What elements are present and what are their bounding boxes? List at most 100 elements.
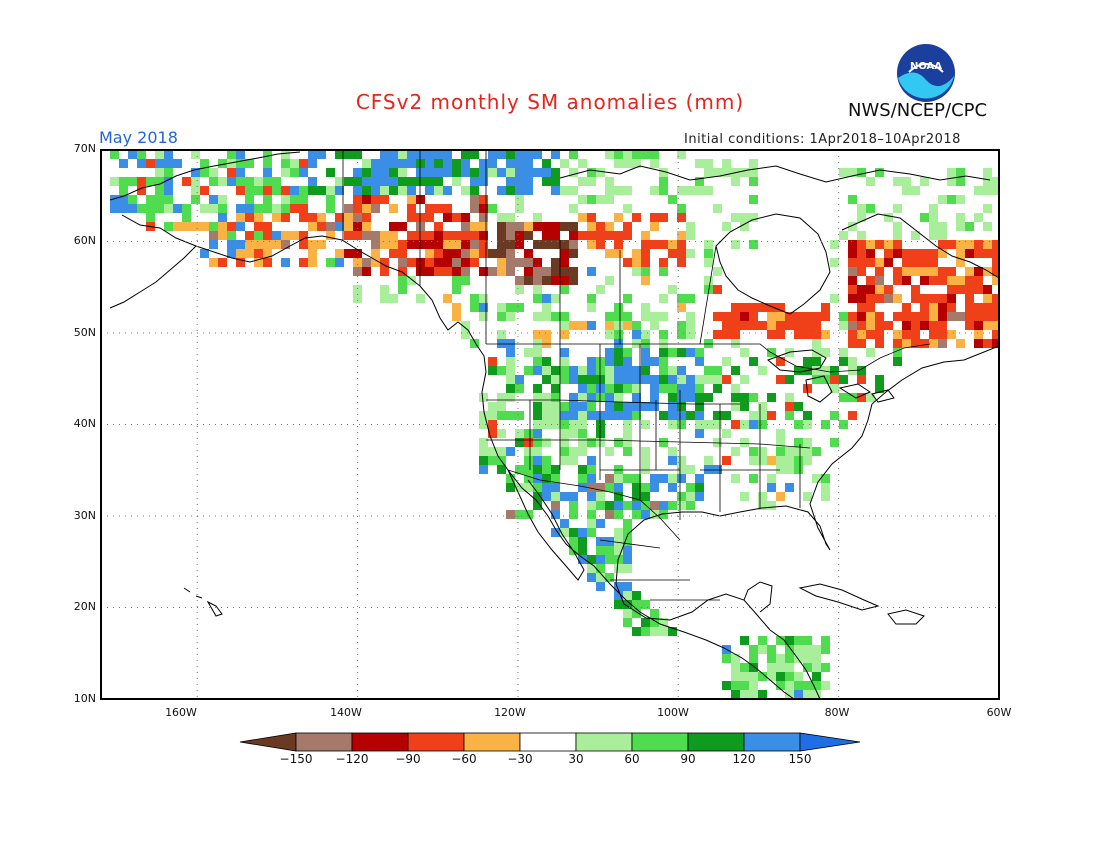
anomaly-cell xyxy=(974,213,983,222)
anomaly-cell xyxy=(803,663,812,672)
anomaly-cell xyxy=(515,195,524,204)
anomaly-cell xyxy=(947,294,956,303)
anomaly-cell xyxy=(479,177,488,186)
anomaly-cell xyxy=(542,330,551,339)
anomaly-cell xyxy=(605,348,614,357)
anomaly-cell xyxy=(650,618,659,627)
anomaly-cell xyxy=(524,258,533,267)
anomaly-cell xyxy=(560,492,569,501)
anomaly-cell xyxy=(920,213,929,222)
anomaly-cell xyxy=(407,231,416,240)
anomaly-cell xyxy=(749,672,758,681)
anomaly-cell xyxy=(641,483,650,492)
anomaly-cell xyxy=(830,375,839,384)
anomaly-cell xyxy=(614,321,623,330)
anomaly-cell xyxy=(164,186,173,195)
anomaly-cell xyxy=(110,150,119,159)
anomaly-cell xyxy=(947,303,956,312)
anomaly-cell xyxy=(875,375,884,384)
anomaly-cell xyxy=(866,276,875,285)
anomaly-cell xyxy=(659,213,668,222)
anomaly-cell xyxy=(614,510,623,519)
anomaly-cell xyxy=(335,213,344,222)
anomaly-cell xyxy=(668,393,677,402)
anomaly-cell xyxy=(461,159,470,168)
anomaly-cell xyxy=(209,222,218,231)
anomaly-cell xyxy=(677,330,686,339)
anomaly-cell xyxy=(515,429,524,438)
us-canada-border xyxy=(486,343,931,373)
anomaly-cell xyxy=(497,339,506,348)
anomaly-cell xyxy=(542,402,551,411)
anomaly-cell xyxy=(731,681,740,690)
anomaly-cell xyxy=(551,267,560,276)
anomaly-cell xyxy=(578,375,587,384)
anomaly-cell xyxy=(659,411,668,420)
anomaly-cell xyxy=(434,222,443,231)
anomaly-cell xyxy=(614,600,623,609)
anomaly-cell xyxy=(272,204,281,213)
anomaly-cell xyxy=(749,303,758,312)
anomaly-cell xyxy=(569,204,578,213)
anomaly-cell xyxy=(641,600,650,609)
anomaly-cell xyxy=(371,168,380,177)
anomaly-cell xyxy=(263,204,272,213)
central-america xyxy=(769,629,821,699)
anomaly-cell xyxy=(569,411,578,420)
anomaly-cell xyxy=(596,438,605,447)
anomaly-cell xyxy=(857,375,866,384)
anomaly-cell xyxy=(362,159,371,168)
anomaly-cell xyxy=(704,168,713,177)
anomaly-cell xyxy=(740,168,749,177)
anomaly-cell xyxy=(254,249,263,258)
anomaly-cell xyxy=(839,420,848,429)
anomaly-cell xyxy=(650,186,659,195)
anomaly-cell xyxy=(614,528,623,537)
anomaly-cell xyxy=(533,294,542,303)
anomaly-cell xyxy=(317,186,326,195)
anomaly-cell xyxy=(785,465,794,474)
anomaly-cell xyxy=(830,384,839,393)
anomaly-cell xyxy=(614,465,623,474)
anomaly-cell xyxy=(866,321,875,330)
anomaly-cell xyxy=(632,330,641,339)
anomaly-cell xyxy=(731,474,740,483)
anomaly-cell xyxy=(506,339,515,348)
anomaly-cell xyxy=(740,438,749,447)
anomaly-cell xyxy=(623,591,632,600)
anomaly-cell xyxy=(983,204,992,213)
anomaly-cell xyxy=(416,294,425,303)
anomaly-cell xyxy=(344,177,353,186)
anomaly-cell xyxy=(497,429,506,438)
anomaly-cell xyxy=(515,384,524,393)
colorbar-tick-8: 90 xyxy=(680,752,696,766)
anomaly-cell xyxy=(254,222,263,231)
anomaly-cell xyxy=(632,591,641,600)
anomaly-cell xyxy=(182,177,191,186)
anomaly-cell xyxy=(668,501,677,510)
anomaly-cell xyxy=(119,195,128,204)
anomaly-cell xyxy=(929,258,938,267)
anomaly-cell xyxy=(794,690,803,699)
anomaly-cell xyxy=(713,366,722,375)
anomaly-cell xyxy=(479,204,488,213)
anomaly-cell xyxy=(308,240,317,249)
anomaly-cell xyxy=(875,330,884,339)
anomaly-cell xyxy=(551,465,560,474)
anomaly-cell xyxy=(668,402,677,411)
anomaly-cell xyxy=(326,204,335,213)
anomaly-cell xyxy=(866,240,875,249)
anomaly-cell xyxy=(623,438,632,447)
anomaly-cell xyxy=(398,186,407,195)
anomaly-cell xyxy=(677,303,686,312)
anomaly-cell xyxy=(452,312,461,321)
anomaly-cell xyxy=(668,249,677,258)
anomaly-cell xyxy=(839,393,848,402)
anomaly-cell xyxy=(821,681,830,690)
anomaly-cell xyxy=(677,375,686,384)
anomaly-cell xyxy=(335,186,344,195)
anomaly-cell xyxy=(794,321,803,330)
anomaly-cell xyxy=(416,150,425,159)
anomaly-cell xyxy=(623,321,632,330)
anomaly-cell xyxy=(389,177,398,186)
